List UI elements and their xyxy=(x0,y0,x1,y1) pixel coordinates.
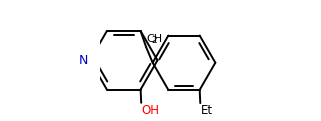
Text: OH: OH xyxy=(142,104,160,117)
Text: CH: CH xyxy=(147,34,163,44)
Text: Et: Et xyxy=(201,104,213,117)
Text: 2: 2 xyxy=(152,36,157,45)
Text: N: N xyxy=(79,54,88,67)
